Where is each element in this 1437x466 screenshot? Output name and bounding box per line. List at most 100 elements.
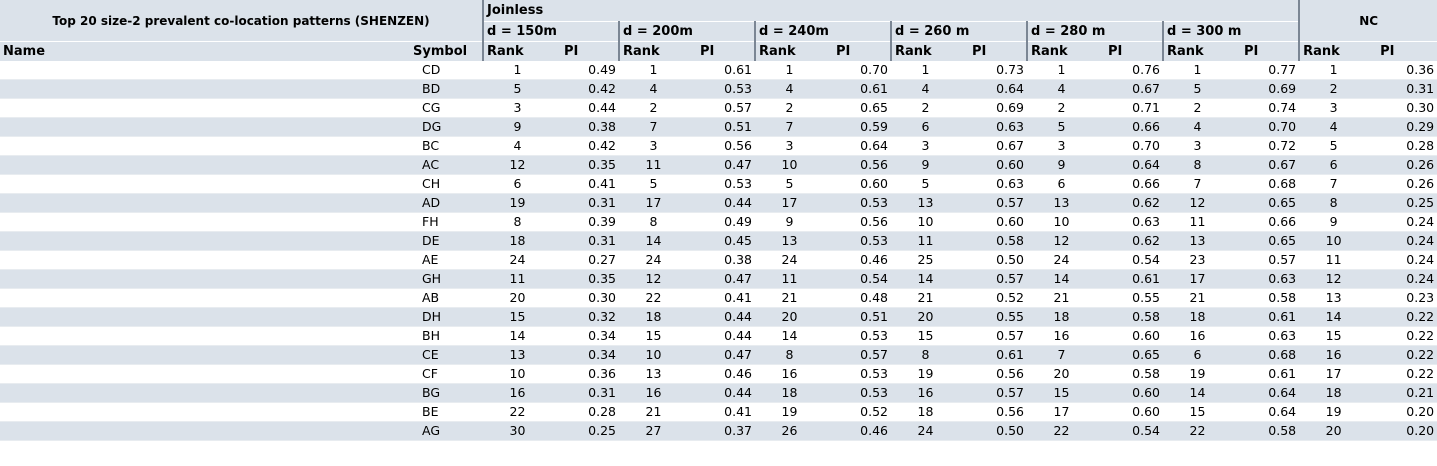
pi-cell: 0.39	[552, 212, 619, 232]
pi-cell: 0.21	[1368, 383, 1437, 403]
rank-cell: 10	[619, 345, 688, 365]
pi-column-header: PI	[824, 41, 891, 61]
symbol-cell: AG	[410, 421, 483, 441]
name-cell	[0, 364, 410, 384]
rank-cell: 1	[1299, 61, 1369, 80]
pi-column-header: PI	[1232, 41, 1300, 61]
name-cell	[0, 136, 410, 156]
colocation-table: Top 20 size-2 prevalent co-location patt…	[0, 0, 1437, 441]
rank-cell: 12	[483, 155, 552, 175]
rank-cell: 15	[891, 326, 960, 346]
pi-cell: 0.35	[552, 269, 619, 289]
rank-cell: 10	[755, 155, 824, 175]
name-cell	[0, 250, 410, 270]
nc-header: NC	[1298, 0, 1437, 42]
rank-cell: 5	[755, 174, 824, 194]
pi-cell: 0.58	[1232, 288, 1300, 308]
pi-cell: 0.59	[824, 117, 891, 137]
pi-cell: 0.55	[960, 307, 1027, 327]
rank-column-header: Rank	[754, 41, 824, 61]
rank-cell: 16	[755, 364, 824, 384]
rank-cell: 6	[1299, 155, 1369, 175]
rank-cell: 19	[483, 193, 552, 213]
pi-cell: 0.20	[1368, 421, 1437, 441]
pi-cell: 0.26	[1368, 155, 1437, 175]
rank-cell: 13	[1299, 288, 1369, 308]
pi-cell: 0.72	[1232, 136, 1300, 156]
rank-column-header: Rank	[1162, 41, 1232, 61]
pi-cell: 0.63	[1096, 212, 1163, 232]
rank-cell: 2	[1163, 98, 1232, 118]
rank-cell: 3	[483, 98, 552, 118]
rank-cell: 15	[483, 307, 552, 327]
pi-cell: 0.42	[552, 79, 619, 99]
rank-cell: 12	[619, 269, 688, 289]
rank-cell: 4	[1163, 117, 1232, 137]
rank-cell: 13	[483, 345, 552, 365]
pi-cell: 0.65	[1232, 193, 1300, 213]
rank-cell: 17	[619, 193, 688, 213]
pi-cell: 0.37	[688, 421, 755, 441]
rank-cell: 18	[1299, 383, 1369, 403]
pi-cell: 0.57	[960, 383, 1027, 403]
rank-cell: 5	[1027, 117, 1096, 137]
rank-cell: 13	[755, 231, 824, 251]
table-row: AB 20 0.30 22 0.41 21 0.48 21 0.52 21 0.55 21 0.58 13…	[0, 288, 1437, 308]
rank-cell: 1	[1027, 61, 1096, 80]
pi-cell: 0.46	[688, 364, 755, 384]
rank-cell: 9	[891, 155, 960, 175]
pi-cell: 0.57	[1232, 250, 1300, 270]
table-row: CF 10 0.36 13 0.46 16 0.53 19 0.56 20 0.58 19 0.61 17…	[0, 364, 1437, 384]
rank-cell: 19	[891, 364, 960, 384]
pi-cell: 0.71	[1096, 98, 1163, 118]
rank-cell: 4	[755, 79, 824, 99]
pi-cell: 0.44	[688, 193, 755, 213]
pi-cell: 0.58	[960, 231, 1027, 251]
rank-cell: 9	[755, 212, 824, 232]
pi-cell: 0.74	[1232, 98, 1300, 118]
pi-cell: 0.27	[552, 250, 619, 270]
pi-cell: 0.30	[552, 288, 619, 308]
table-row: CH 6 0.41 5 0.53 5 0.60 5 0.63 6 0.66 7 0.68 7 0.26	[0, 174, 1437, 194]
pi-cell: 0.54	[824, 269, 891, 289]
pi-cell: 0.70	[824, 61, 891, 80]
distance-header: d = 300 m	[1161, 21, 1300, 42]
pi-cell: 0.31	[552, 231, 619, 251]
pi-cell: 0.70	[1096, 136, 1163, 156]
rank-cell: 11	[755, 269, 824, 289]
rank-cell: 9	[1027, 155, 1096, 175]
distance-header: d = 280 m	[1026, 21, 1163, 42]
pi-cell: 0.47	[688, 345, 755, 365]
table-row: DE 18 0.31 14 0.45 13 0.53 11 0.58 12 0.62 13 0.65 10…	[0, 231, 1437, 251]
rank-cell: 30	[483, 421, 552, 441]
pi-cell: 0.67	[1232, 155, 1300, 175]
pi-cell: 0.57	[960, 269, 1027, 289]
pi-cell: 0.32	[552, 307, 619, 327]
pi-cell: 0.41	[688, 402, 755, 422]
name-cell	[0, 174, 410, 194]
name-cell	[0, 98, 410, 118]
rank-cell: 13	[619, 364, 688, 384]
rank-cell: 17	[755, 193, 824, 213]
rank-cell: 13	[1163, 231, 1232, 251]
rank-cell: 7	[1299, 174, 1369, 194]
symbol-cell: CH	[410, 174, 483, 194]
rank-cell: 22	[1163, 421, 1232, 441]
rank-cell: 22	[1027, 421, 1096, 441]
rank-cell: 15	[1027, 383, 1096, 403]
name-cell	[0, 421, 410, 441]
rank-cell: 11	[1299, 250, 1369, 270]
rank-cell: 6	[891, 117, 960, 137]
pi-column-header: PI	[1096, 41, 1163, 61]
rank-cell: 7	[619, 117, 688, 137]
pi-cell: 0.53	[688, 79, 755, 99]
pi-cell: 0.62	[1096, 193, 1163, 213]
table-body: CD 1 0.49 1 0.61 1 0.70 1 0.73 1 0.76 1 0.77 1 0.36 BD 5…	[0, 61, 1437, 441]
rank-cell: 8	[891, 345, 960, 365]
rank-cell: 14	[483, 326, 552, 346]
rank-cell: 5	[619, 174, 688, 194]
rank-cell: 16	[483, 383, 552, 403]
table-row: AE 24 0.27 24 0.38 24 0.46 25 0.50 24 0.54 23 0.57 11…	[0, 250, 1437, 270]
symbol-cell: CG	[410, 98, 483, 118]
